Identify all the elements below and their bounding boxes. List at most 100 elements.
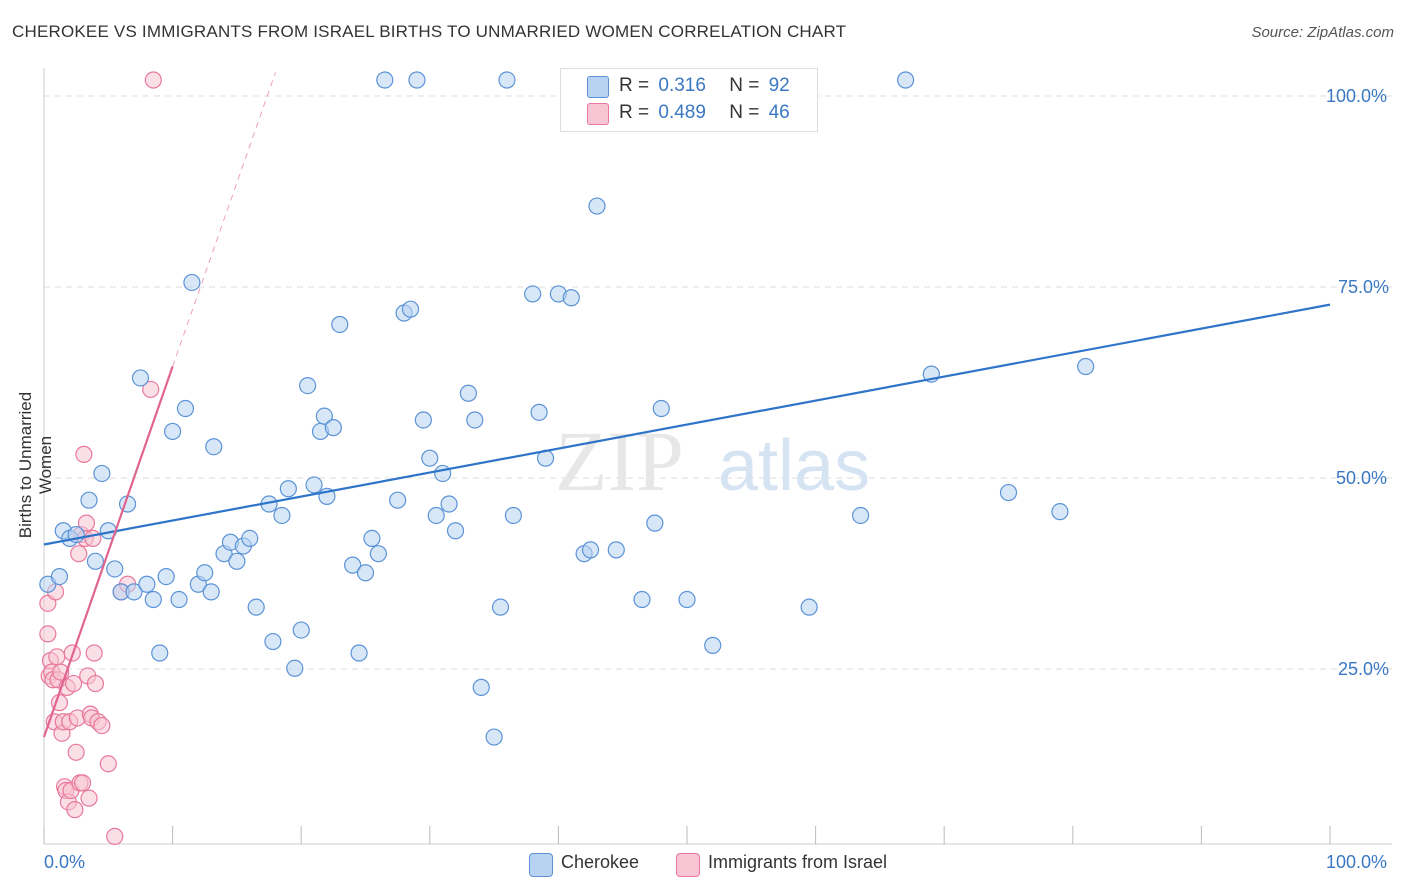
cherokee-point — [581, 541, 600, 559]
cherokee-swatch — [587, 76, 609, 98]
cherokee-point — [414, 411, 432, 429]
cherokee-point — [356, 564, 375, 582]
cherokee-point — [125, 583, 143, 601]
cherokee-point — [344, 556, 362, 574]
bottom-legend-israel-swatch — [676, 853, 700, 877]
cherokee-point — [286, 659, 304, 677]
israel-point — [48, 648, 66, 666]
israel-point — [70, 545, 88, 563]
n-label: N = — [729, 102, 760, 123]
israel-trendline — [42, 366, 174, 738]
cherokee-point — [498, 71, 516, 89]
cherokee-point — [80, 491, 98, 509]
bottom-legend-israel: Immigrants from Israel — [708, 852, 888, 872]
trendlines — [42, 72, 1331, 738]
cherokee-point — [157, 567, 175, 586]
cherokee-point — [485, 728, 503, 746]
cherokee-point — [273, 506, 291, 525]
cherokee-stats: R = 0.316 N = 92 — [619, 75, 790, 97]
cherokee-point — [299, 377, 317, 395]
israel-point — [73, 774, 92, 792]
israel-point — [85, 644, 103, 662]
israel-point — [67, 743, 85, 761]
cherokee-point — [376, 71, 394, 89]
cherokee-point — [138, 575, 156, 593]
cherokee-point — [93, 464, 111, 483]
bottom-legend-cherokee-swatch — [529, 853, 553, 877]
israel-point — [75, 445, 93, 463]
israel-point — [106, 827, 124, 845]
y-axis-label: Births to Unmarried Women — [16, 391, 55, 539]
israel-series — [39, 71, 162, 845]
chart-title: CHEROKEE VS IMMIGRANTS FROM ISRAEL BIRTH… — [12, 22, 847, 41]
cherokee-point — [264, 632, 282, 651]
source-label: Source: ZipAtlas.com — [1251, 24, 1394, 41]
cherokee-point — [331, 315, 349, 334]
y-tick-100: 100.0% — [1326, 86, 1388, 106]
watermark: ZIP atlas — [555, 413, 870, 509]
israel-point — [80, 789, 98, 807]
cherokee-point — [315, 407, 333, 425]
cherokee-point — [427, 506, 445, 525]
cherokee-point — [530, 403, 548, 421]
cherokee-point — [305, 476, 323, 494]
israel-point — [93, 716, 111, 735]
cherokee-point — [652, 399, 670, 418]
cherokee-point — [459, 384, 477, 402]
cherokee-point — [144, 590, 162, 609]
cherokee-point — [524, 285, 542, 303]
israel-stats: R = 0.489 N = 46 — [619, 102, 790, 124]
r-label: R = — [619, 102, 650, 123]
cherokee-point — [292, 621, 310, 639]
cherokee-point — [228, 552, 246, 570]
israel-point — [66, 801, 84, 819]
n-label: N = — [729, 75, 760, 96]
x-tick-max: 100.0% — [1326, 852, 1388, 872]
y-tick-50: 50.0% — [1336, 468, 1388, 488]
cherokee-point — [106, 560, 124, 578]
cherokee-point — [607, 541, 625, 559]
cherokee-point — [183, 273, 201, 292]
israel-point — [77, 514, 96, 532]
israel-point — [142, 380, 160, 399]
cherokee-point — [131, 369, 150, 387]
israel-point — [144, 71, 162, 89]
r-label: R = — [619, 75, 650, 96]
cherokee-point — [86, 552, 105, 570]
x-tick-min: 0.0% — [44, 852, 86, 872]
cherokee-point — [389, 491, 407, 509]
israel-point — [99, 755, 117, 773]
israel-point — [84, 529, 102, 548]
cherokee-point — [241, 529, 259, 548]
cherokee-point — [176, 399, 195, 418]
cherokee-trendline — [43, 303, 1331, 546]
cherokee-point — [562, 289, 580, 307]
israel-point — [86, 674, 105, 693]
cherokee-point — [202, 583, 220, 601]
cherokee-point — [247, 598, 265, 616]
cherokee-point — [897, 71, 915, 89]
israel-point — [39, 625, 57, 643]
cherokee-point — [704, 636, 722, 654]
israel-trendline-extension — [172, 72, 276, 367]
cherokee-r-value: 0.316 — [658, 75, 706, 96]
cherokee-series — [39, 71, 1095, 746]
cherokee-point — [369, 545, 387, 563]
correlation-legend: R = 0.316 N = 92 R = 0.489 N = 46 — [560, 68, 818, 132]
cherokee-point — [1051, 503, 1069, 521]
cherokee-point — [1077, 357, 1095, 376]
cherokee-point — [205, 438, 223, 456]
cherokee-point — [852, 506, 870, 525]
watermark-atlas: atlas — [718, 426, 870, 506]
cherokee-point — [196, 564, 214, 582]
cherokee-n-value: 92 — [768, 75, 790, 96]
cherokee-point — [800, 598, 818, 616]
gridlines — [44, 95, 1392, 670]
cherokee-point — [421, 449, 439, 467]
cherokee-point — [633, 590, 651, 609]
cherokee-point — [164, 422, 182, 441]
cherokee-point — [646, 514, 664, 532]
watermark-zip: ZIP — [555, 413, 684, 509]
cherokee-point — [350, 644, 368, 662]
